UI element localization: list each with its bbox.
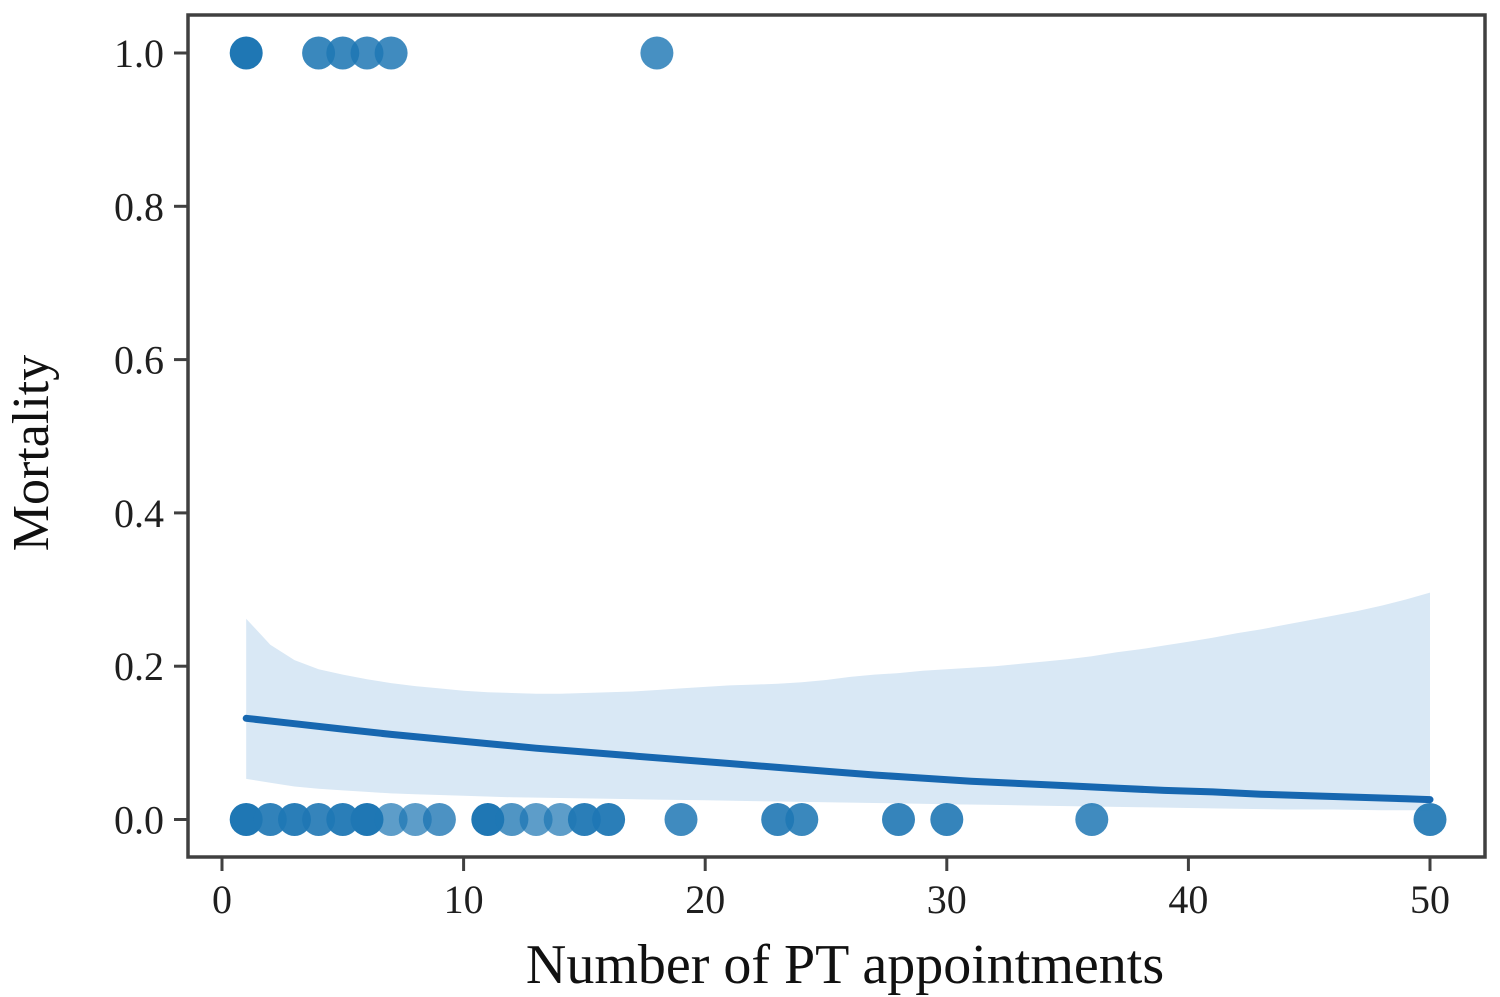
scatter-point [567,803,601,836]
scatter-point [278,803,311,836]
logistic-fit-line [242,714,1434,804]
scatter-point [350,803,384,836]
confidence-band-layer [246,592,1431,811]
scatter-point [495,803,529,836]
tick-label-layer: 0 10 20 30 40 50 0.0 0.2 0.4 0.6 0.8 1.0 [114,31,1450,922]
fit-line-layer [242,714,1434,804]
x-tick-label: 10 [444,877,484,922]
scatter-point [229,36,263,70]
scatter-point [374,803,408,836]
x-axis-title: Number of PT appointments [526,934,1164,996]
y-tick-label: 1.0 [114,31,164,76]
scatter-point [640,36,674,70]
scatter-point [1413,803,1447,836]
scatter-point [543,803,577,836]
scatter-point [302,803,336,836]
y-tick-label: 0.4 [114,491,164,536]
scatter-point [253,803,287,836]
y-tick-label: 0.2 [114,644,164,689]
y-tick-label: 0.6 [114,338,164,383]
scatter-point [398,803,432,836]
scatter-point [664,803,698,836]
x-tick-label: 0 [212,877,232,922]
scatter-point [326,803,360,836]
scatter-point [326,36,360,70]
scatter-point [761,803,795,836]
x-tick-label: 20 [685,877,725,922]
y-tick-label: 0.8 [114,184,164,229]
axes-spines [186,13,1487,859]
scatter-point [930,803,964,836]
scatter-point [1075,803,1109,836]
scatter-point [350,36,384,70]
scatter-point [422,803,456,836]
y-tick-label: 0.0 [114,798,164,843]
scatter-point [302,36,336,70]
scatter-point [374,36,408,70]
y-axis-title: Mortality [3,355,60,551]
scatter-point [519,803,553,836]
scatter-point [592,803,626,836]
x-tick-label: 50 [1410,877,1450,922]
scatter-point-layer [229,36,1447,836]
scatter-point [785,803,819,836]
confidence-band [246,592,1431,811]
scatter-point [882,803,915,836]
scatter-point [471,803,505,836]
x-tick-label: 30 [927,877,967,922]
scatter-point [229,803,263,836]
x-tick-label: 40 [1168,877,1208,922]
axes-layer [174,13,1487,871]
